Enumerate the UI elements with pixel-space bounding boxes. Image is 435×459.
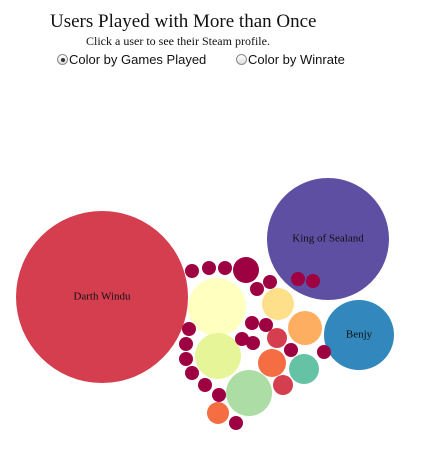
user-bubble[interactable] xyxy=(195,333,241,379)
user-bubble-circle[interactable] xyxy=(235,332,249,346)
user-bubble[interactable] xyxy=(288,311,322,345)
user-bubble[interactable] xyxy=(273,375,293,395)
color-by-games-played-label[interactable]: Color by Games Played xyxy=(69,52,207,67)
color-by-winrate-radio[interactable] xyxy=(236,54,247,65)
user-bubble-circle[interactable] xyxy=(291,272,305,286)
user-bubble-circle[interactable] xyxy=(188,278,246,336)
user-bubble[interactable] xyxy=(185,264,199,278)
user-bubble[interactable] xyxy=(258,349,286,377)
user-bubble-circle[interactable] xyxy=(195,333,241,379)
user-bubble-circle[interactable] xyxy=(267,178,389,300)
user-bubble-circle[interactable] xyxy=(250,282,264,296)
color-by-winrate-label[interactable]: Color by Winrate xyxy=(248,52,345,67)
user-bubble-circle[interactable] xyxy=(202,261,216,275)
user-bubble[interactable] xyxy=(182,322,196,336)
user-bubble[interactable] xyxy=(289,354,319,384)
user-bubble-circle[interactable] xyxy=(212,388,226,402)
user-bubble[interactable] xyxy=(229,416,243,430)
page-subtitle: Click a user to see their Steam profile. xyxy=(86,34,270,48)
user-bubble-circle[interactable] xyxy=(288,311,322,345)
user-bubble-circle[interactable] xyxy=(229,416,243,430)
color-by-winrate-option[interactable]: Color by Winrate xyxy=(236,52,345,67)
user-bubble[interactable] xyxy=(212,388,226,402)
user-bubble[interactable] xyxy=(179,352,193,366)
user-bubble-circle[interactable] xyxy=(263,275,277,289)
user-bubble[interactable] xyxy=(198,378,212,392)
user-bubble[interactable] xyxy=(262,288,294,320)
user-bubble-circle[interactable] xyxy=(182,322,196,336)
user-bubble-circle[interactable] xyxy=(324,300,394,370)
user-bubble[interactable] xyxy=(207,402,229,424)
user-bubble-circle[interactable] xyxy=(259,318,273,332)
user-bubble[interactable] xyxy=(259,318,273,332)
user-bubble[interactable] xyxy=(188,278,246,336)
user-bubble-darth-windu[interactable]: Darth Windu xyxy=(16,211,188,383)
user-bubble[interactable] xyxy=(267,328,287,348)
user-bubble-circle[interactable] xyxy=(245,316,259,330)
user-bubble[interactable] xyxy=(246,336,260,350)
user-bubble-benjy[interactable]: Benjy xyxy=(324,300,394,370)
user-bubble[interactable] xyxy=(218,261,232,275)
user-bubble-circle[interactable] xyxy=(207,402,229,424)
user-bubble[interactable] xyxy=(250,282,264,296)
user-bubble-circle[interactable] xyxy=(258,349,286,377)
user-bubble-circle[interactable] xyxy=(179,352,193,366)
user-bubble[interactable] xyxy=(291,272,305,286)
user-bubble-circle[interactable] xyxy=(185,264,199,278)
color-by-games-played-radio[interactable] xyxy=(57,54,68,65)
user-bubble[interactable] xyxy=(245,316,259,330)
user-bubble-circle[interactable] xyxy=(262,288,294,320)
user-bubble[interactable] xyxy=(306,274,320,288)
user-bubble-circle[interactable] xyxy=(289,354,319,384)
user-bubble[interactable] xyxy=(317,345,331,359)
user-bubble[interactable] xyxy=(235,332,249,346)
user-bubble-circle[interactable] xyxy=(233,257,259,283)
user-bubble-circle[interactable] xyxy=(317,345,331,359)
user-bubble[interactable] xyxy=(185,366,199,380)
user-bubble[interactable] xyxy=(226,370,272,416)
user-bubble-circle[interactable] xyxy=(185,366,199,380)
user-bubble-circle[interactable] xyxy=(273,375,293,395)
user-bubble[interactable] xyxy=(284,343,298,357)
user-bubble[interactable] xyxy=(179,337,193,351)
user-bubble-circle[interactable] xyxy=(226,370,272,416)
page-title: Users Played with More than Once xyxy=(50,11,317,32)
user-bubble-circle[interactable] xyxy=(306,274,320,288)
user-bubble-circle[interactable] xyxy=(218,261,232,275)
user-bubble[interactable] xyxy=(202,261,216,275)
user-bubble-circle[interactable] xyxy=(198,378,212,392)
user-bubble[interactable] xyxy=(263,275,277,289)
user-bubble-circle[interactable] xyxy=(267,328,287,348)
color-by-games-played-option[interactable]: Color by Games Played xyxy=(57,52,206,67)
user-bubble-circle[interactable] xyxy=(179,337,193,351)
user-bubble-circle[interactable] xyxy=(16,211,188,383)
user-bubble[interactable] xyxy=(233,257,259,283)
user-bubble-circle[interactable] xyxy=(246,336,260,350)
user-bubble-king-of-sealand[interactable]: King of Sealand xyxy=(267,178,389,300)
user-bubble-circle[interactable] xyxy=(284,343,298,357)
